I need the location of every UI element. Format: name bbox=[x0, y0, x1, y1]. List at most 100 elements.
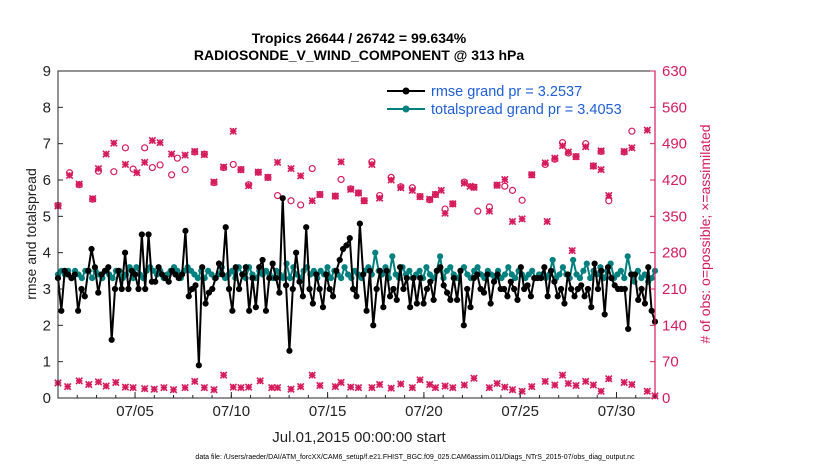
totalspread-point bbox=[580, 267, 587, 274]
y-tick-label-right: 0 bbox=[662, 390, 670, 407]
rmse-point bbox=[470, 275, 477, 282]
obs-assimilated-marker bbox=[354, 189, 363, 197]
rmse-point bbox=[319, 304, 327, 311]
rmse-point bbox=[219, 271, 226, 278]
obs-assimilated-marker bbox=[572, 152, 580, 161]
rmse-point bbox=[64, 271, 72, 278]
obs-possible-marker bbox=[110, 168, 118, 176]
rmse-point bbox=[185, 293, 192, 300]
obs-low-count-marker bbox=[485, 383, 494, 392]
obs-low-count-marker bbox=[63, 382, 72, 391]
totalspread-point bbox=[614, 271, 621, 278]
rmse-point bbox=[477, 285, 484, 293]
rmse-point bbox=[182, 227, 189, 234]
obs-assimilated-marker bbox=[460, 179, 469, 187]
obs-possible-marker bbox=[474, 207, 482, 215]
y-axis-label-right: # of obs: o=possible; ×=assimilated bbox=[697, 124, 713, 343]
obs-assimilated-marker bbox=[156, 138, 164, 147]
y-tick-label-right: 350 bbox=[662, 208, 687, 225]
obs-assimilated-marker bbox=[628, 144, 636, 152]
rmse-point bbox=[648, 307, 655, 314]
rmse-point bbox=[524, 282, 531, 289]
rmse-point bbox=[172, 271, 179, 278]
obs-low-count-marker bbox=[308, 371, 316, 379]
rmse-point bbox=[484, 271, 491, 278]
legend-totalspread: totalspread grand pr = 3.4053 bbox=[387, 102, 622, 118]
obs-possible-marker bbox=[508, 186, 517, 194]
obs-assimilated-marker bbox=[518, 215, 526, 223]
totalspread-point bbox=[392, 271, 399, 278]
obs-assimilated-marker bbox=[597, 165, 605, 174]
totalspread-point bbox=[474, 264, 481, 271]
rmse-point bbox=[132, 271, 139, 278]
rmse-point bbox=[594, 285, 602, 293]
totalspread-point bbox=[389, 253, 396, 260]
obs-assimilated-marker bbox=[597, 147, 605, 155]
obs-assimilated-marker bbox=[229, 127, 238, 135]
obs-assimilated-marker bbox=[558, 141, 567, 150]
legend-rmse-label: rmse grand pr = 3.2537 bbox=[431, 84, 582, 100]
obs-low-count-marker bbox=[397, 380, 405, 388]
y-tick-label-left: 9 bbox=[43, 63, 51, 80]
obs-low-count-marker bbox=[316, 381, 324, 390]
obs-low-count-marker bbox=[75, 377, 83, 385]
obs-assimilated-marker bbox=[620, 147, 628, 156]
x-tick-label: 07/20 bbox=[405, 403, 443, 420]
rmse-point bbox=[568, 285, 575, 293]
rmse-point bbox=[420, 300, 427, 307]
rmse-point bbox=[296, 278, 303, 285]
y-tick-label-left: 2 bbox=[43, 317, 51, 334]
obs-possible-marker bbox=[129, 165, 137, 173]
obs-low-count-marker bbox=[605, 375, 613, 383]
obs-assimilated-marker bbox=[543, 217, 551, 226]
x-axis-label: Jul.01,2015 00:00:00 start bbox=[272, 429, 446, 446]
rmse-point bbox=[115, 267, 122, 274]
obs-low-count-marker bbox=[493, 379, 501, 388]
rmse-point bbox=[272, 275, 280, 282]
rmse-point bbox=[370, 322, 377, 329]
rmse-point bbox=[215, 260, 223, 267]
totalspread-point bbox=[89, 275, 96, 282]
obs-low-count-marker bbox=[85, 380, 93, 389]
rmse-point bbox=[299, 293, 306, 300]
totalspread-point bbox=[426, 271, 433, 278]
rmse-point bbox=[239, 271, 246, 278]
rmse-point bbox=[262, 307, 270, 314]
obs-low-count-marker bbox=[558, 371, 567, 379]
rmse-point bbox=[209, 285, 216, 293]
rmse-point bbox=[78, 285, 85, 293]
obs-low-count-marker bbox=[190, 377, 199, 386]
rmse-point bbox=[293, 249, 300, 256]
obs-low-count-marker bbox=[354, 383, 363, 392]
rmse-point bbox=[279, 195, 286, 202]
obs-assimilated-marker bbox=[296, 172, 305, 180]
rmse-point bbox=[252, 304, 259, 311]
rmse-point bbox=[98, 271, 105, 278]
y-axis-label-left: rmse and totalspread bbox=[23, 168, 39, 300]
rmse-point bbox=[236, 285, 243, 293]
rmse-point bbox=[413, 300, 420, 307]
rmse-point bbox=[282, 282, 290, 289]
rmse-point bbox=[346, 235, 353, 242]
obs-assimilated-marker bbox=[449, 200, 457, 208]
totalspread-point bbox=[587, 275, 594, 282]
obs-possible-marker bbox=[518, 196, 526, 204]
rmse-point bbox=[225, 285, 233, 293]
rmse-point bbox=[376, 267, 384, 274]
rmse-point bbox=[407, 304, 414, 311]
rmse-point bbox=[380, 304, 387, 311]
obs-assimilated-marker bbox=[88, 194, 97, 203]
y-tick-label-right: 630 bbox=[662, 63, 687, 80]
rmse-point bbox=[192, 282, 199, 289]
y-tick-label-left: 5 bbox=[43, 208, 51, 225]
totalspread-point bbox=[344, 271, 352, 278]
rmse-point bbox=[611, 282, 618, 289]
rmse-point bbox=[521, 285, 528, 293]
obs-possible-marker bbox=[173, 154, 181, 162]
totalspread-point bbox=[508, 271, 515, 278]
rmse-point bbox=[81, 293, 88, 300]
totalspread-point bbox=[556, 271, 563, 278]
obs-low-count-marker bbox=[169, 385, 178, 394]
obs-possible-marker bbox=[287, 197, 295, 205]
obs-low-count-marker bbox=[267, 383, 276, 392]
